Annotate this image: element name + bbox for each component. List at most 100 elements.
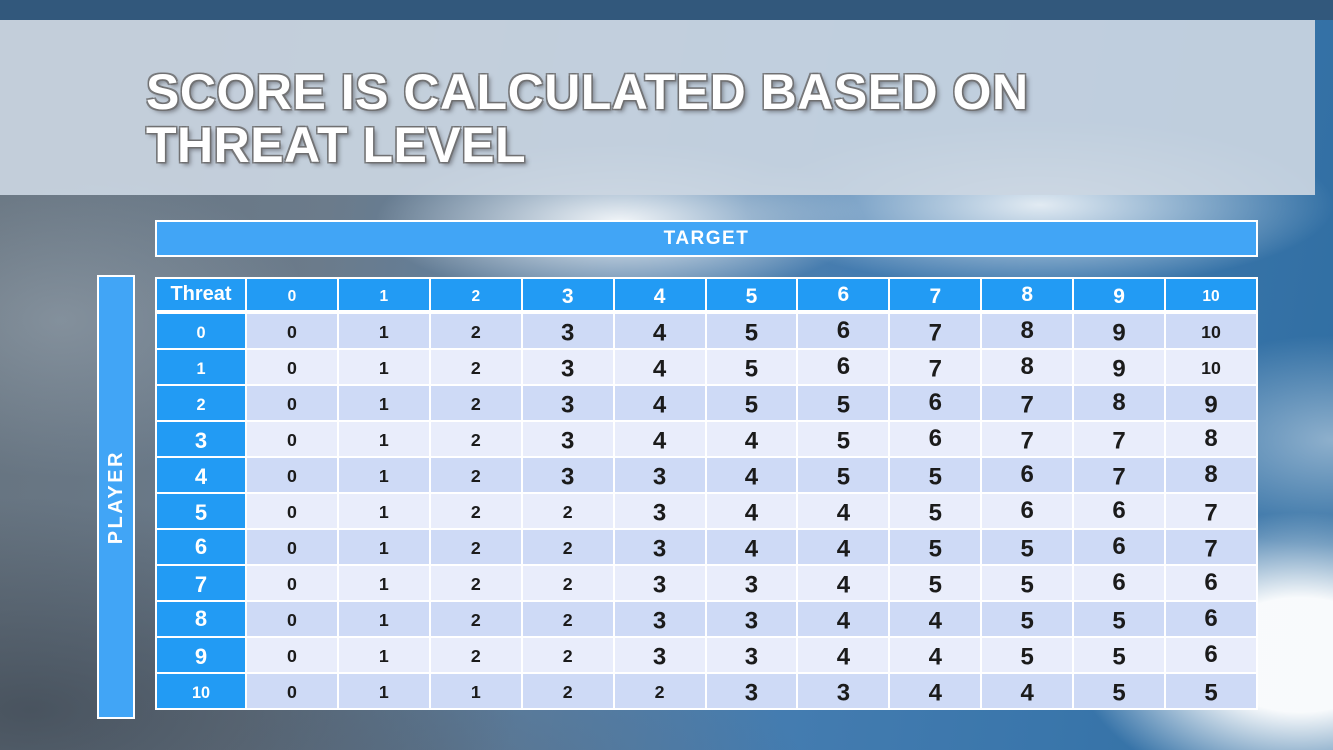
score-cell: 3 <box>704 636 799 674</box>
score-cell: 8 <box>1072 384 1167 422</box>
score-cell: 5 <box>1072 600 1167 638</box>
score-cell: 2 <box>520 564 615 602</box>
score-cell: 4 <box>612 311 707 350</box>
score-cell: 2 <box>612 672 707 710</box>
score-cell: 4 <box>704 528 799 566</box>
score-cell: 4 <box>888 672 983 710</box>
score-cell: 0 <box>245 456 339 494</box>
row-header-8: 8 <box>155 600 247 638</box>
score-cell: 3 <box>520 456 615 494</box>
score-cell: 9 <box>1072 348 1167 386</box>
score-cell: 2 <box>428 564 523 602</box>
score-cell: 2 <box>520 672 615 710</box>
col-header-0: 0 <box>245 277 339 314</box>
player-axis-label: PLAYER <box>104 449 127 545</box>
score-cell: 4 <box>796 600 891 638</box>
score-cell: 1 <box>336 311 431 350</box>
score-cell: 5 <box>1072 636 1167 674</box>
score-cell: 10 <box>1164 311 1258 350</box>
table-row: 10 0 1 1 2 2 3 3 4 4 5 5 <box>155 672 1258 710</box>
score-cell: 0 <box>245 600 339 638</box>
score-cell: 5 <box>1072 672 1167 710</box>
score-cell: 6 <box>1164 636 1258 674</box>
score-cell: 2 <box>428 600 523 638</box>
row-header-1: 1 <box>155 348 247 386</box>
score-cell: 2 <box>520 600 615 638</box>
score-cell: 1 <box>336 420 431 458</box>
score-cell: 2 <box>520 636 615 674</box>
score-cell: 0 <box>245 564 339 602</box>
score-cell: 10 <box>1164 348 1258 386</box>
score-cell: 6 <box>888 420 983 458</box>
col-header-3: 3 <box>520 277 615 314</box>
score-cell: 1 <box>336 600 431 638</box>
score-table-body: 0 0 1 2 3 4 5 6 7 8 9 10 1 0 1 2 3 4 5 6 7 8 9 10 2 0 1 2 3 4 5 5 6 7 8 9 3 0… <box>155 311 1258 710</box>
col-header-2: 2 <box>428 277 523 314</box>
score-cell: 5 <box>796 384 891 422</box>
score-cell: 3 <box>796 672 891 710</box>
score-cell: 2 <box>428 636 523 674</box>
score-cell: 2 <box>428 348 523 386</box>
score-cell: 3 <box>612 492 707 530</box>
score-cell: 4 <box>796 528 891 566</box>
col-header-4: 4 <box>612 277 707 314</box>
score-cell: 4 <box>704 492 799 530</box>
slide-title: SCORE IS CALCULATED BASED ON THREAT LEVE… <box>146 66 1146 172</box>
score-cell: 3 <box>704 600 799 638</box>
score-cell: 6 <box>1164 564 1258 602</box>
score-cell: 5 <box>796 420 891 458</box>
score-cell: 3 <box>704 672 799 710</box>
score-cell: 2 <box>428 528 523 566</box>
score-cell: 3 <box>612 456 707 494</box>
score-cell: 4 <box>796 636 891 674</box>
score-cell: 3 <box>612 600 707 638</box>
score-cell: 2 <box>428 384 523 422</box>
score-cell: 6 <box>796 348 891 386</box>
score-cell: 7 <box>980 420 1075 458</box>
row-header-10: 10 <box>155 672 247 710</box>
score-cell: 0 <box>245 636 339 674</box>
score-cell: 7 <box>1164 492 1258 530</box>
row-header-3: 3 <box>155 420 247 458</box>
score-cell: 0 <box>245 420 339 458</box>
score-cell: 4 <box>796 492 891 530</box>
score-cell: 4 <box>704 456 799 494</box>
score-cell: 0 <box>245 492 339 530</box>
score-table: Threat 0 1 2 3 4 5 6 7 8 9 10 0 0 1 2 3 4 5 6 7 8 9 10 1 0 1 2 3 4 5 6… <box>155 277 1258 710</box>
score-cell: 5 <box>980 528 1075 566</box>
score-cell: 7 <box>1072 456 1167 494</box>
score-cell: 5 <box>980 600 1075 638</box>
score-cell: 0 <box>245 348 339 386</box>
target-axis-bar: TARGET <box>155 220 1258 257</box>
score-cell: 3 <box>520 420 615 458</box>
score-cell: 5 <box>980 564 1075 602</box>
score-cell: 7 <box>888 348 983 386</box>
score-cell: 1 <box>428 672 523 710</box>
score-cell: 4 <box>612 420 707 458</box>
col-header-9: 9 <box>1072 277 1167 314</box>
score-cell: 2 <box>428 420 523 458</box>
title-banner: SCORE IS CALCULATED BASED ON THREAT LEVE… <box>0 20 1315 195</box>
slide-title-line2: THREAT LEVEL <box>146 117 527 173</box>
score-table-head: Threat 0 1 2 3 4 5 6 7 8 9 10 <box>155 277 1258 314</box>
score-cell: 3 <box>520 311 615 350</box>
score-cell: 4 <box>796 564 891 602</box>
score-cell: 5 <box>704 384 799 422</box>
score-cell: 6 <box>1072 492 1167 530</box>
score-cell: 7 <box>1072 420 1167 458</box>
score-cell: 5 <box>980 636 1075 674</box>
col-header-5: 5 <box>704 277 799 314</box>
score-cell: 2 <box>520 492 615 530</box>
slide-title-line1: SCORE IS CALCULATED BASED ON <box>146 64 1029 120</box>
score-cell: 3 <box>704 564 799 602</box>
score-cell: 5 <box>796 456 891 494</box>
score-cell: 9 <box>1072 311 1167 350</box>
table-corner-threat: Threat <box>155 277 247 314</box>
score-cell: 1 <box>336 384 431 422</box>
score-cell: 3 <box>612 564 707 602</box>
score-cell: 4 <box>980 672 1075 710</box>
